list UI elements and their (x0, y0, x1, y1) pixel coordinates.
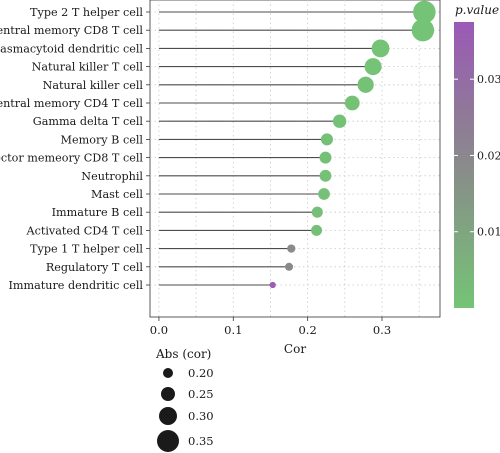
x-tick-label: 0.3 (373, 323, 391, 337)
colorbar-tick-label: 0.02 (477, 149, 500, 162)
y-tick-label: Type 1 T helper cell (30, 243, 143, 256)
colorbar-gradient (454, 22, 474, 308)
lollipop-dot (311, 206, 323, 218)
stems-layer (158, 11, 425, 286)
x-axis-label: Cor (284, 342, 306, 356)
y-tick-label: Central memory CD4 T cell (0, 97, 143, 110)
lollipop-dot (269, 281, 276, 289)
x-axis: 0.0 0.1 0.2 0.3 (150, 317, 391, 337)
lollipop-dot (357, 76, 374, 93)
lollipop-dot (371, 39, 390, 58)
dots-layer (269, 0, 436, 289)
size-legend-dot (159, 407, 177, 425)
x-tick-label: 0.1 (224, 323, 242, 337)
lollipop-dot (285, 262, 294, 271)
y-tick-label: Immature B cell (52, 206, 144, 219)
lollipop-dot (411, 19, 435, 42)
y-tick-label: Plasmacytoid dendritic cell (0, 42, 143, 55)
colorbar-title: p.value (455, 3, 499, 17)
y-tick-label: Activated CD4 T cell (25, 224, 143, 237)
grid-layer (150, 0, 440, 317)
lollipop-dot (344, 95, 360, 111)
lollipop-dot (364, 58, 382, 76)
size-legend-label: 0.20 (188, 366, 214, 380)
plot-area (149, 0, 441, 318)
lollipop-dot (319, 169, 332, 182)
lollipop-dot (311, 224, 323, 236)
size-legend-label: 0.30 (188, 409, 214, 423)
colorbar-tick-label: 0.03 (477, 73, 500, 86)
y-tick-label: Mast cell (91, 188, 143, 201)
x-tick-label: 0.2 (298, 323, 316, 337)
size-legend: Abs (cor) 0.20 0.25 0.30 0.35 (155, 347, 214, 452)
size-legend-dot (163, 368, 173, 378)
y-tick-label: Regulatory T cell (46, 261, 144, 274)
lollipop-dot (318, 188, 330, 200)
size-legend-label: 0.25 (188, 387, 214, 401)
lollipop-dot (413, 0, 436, 24)
y-tick-label: Gamma delta T cell (33, 115, 144, 128)
size-legend-dot (161, 387, 175, 401)
y-tick-label: Immature dendritic cell (8, 279, 143, 292)
y-tick-label: Natural killer cell (43, 79, 144, 92)
y-tick-label: Natural killer T cell (32, 61, 144, 74)
y-tick-label: Type 2 T helper cell (30, 6, 143, 19)
size-legend-title: Abs (cor) (155, 347, 211, 361)
lollipop-dot (287, 244, 296, 253)
lollipop-dot (332, 114, 347, 128)
y-tick-label: Central memory CD8 T cell (0, 24, 143, 37)
size-legend-items: 0.20 0.25 0.30 0.35 (157, 366, 214, 452)
lollipop-dot (319, 151, 332, 164)
panel-border (149, 0, 441, 318)
size-legend-dot (157, 430, 179, 452)
y-axis: Type 2 T helper cell Central memory CD8 T… (0, 6, 150, 292)
lollipop-dot (320, 133, 334, 146)
y-tick-label: Neutrophil (81, 170, 143, 183)
y-tick-label: Memory B cell (61, 133, 144, 146)
y-tick-label: Effector memeory CD8 T cell (0, 152, 143, 165)
colorbar-tick-label: 0.01 (477, 226, 500, 239)
x-tick-label: 0.0 (150, 323, 168, 337)
size-legend-label: 0.35 (188, 434, 214, 448)
colorbar-ticks: 0.01 0.02 0.03 (454, 73, 500, 239)
colorbar-legend: p.value 0.01 0.02 0.03 (454, 3, 500, 308)
